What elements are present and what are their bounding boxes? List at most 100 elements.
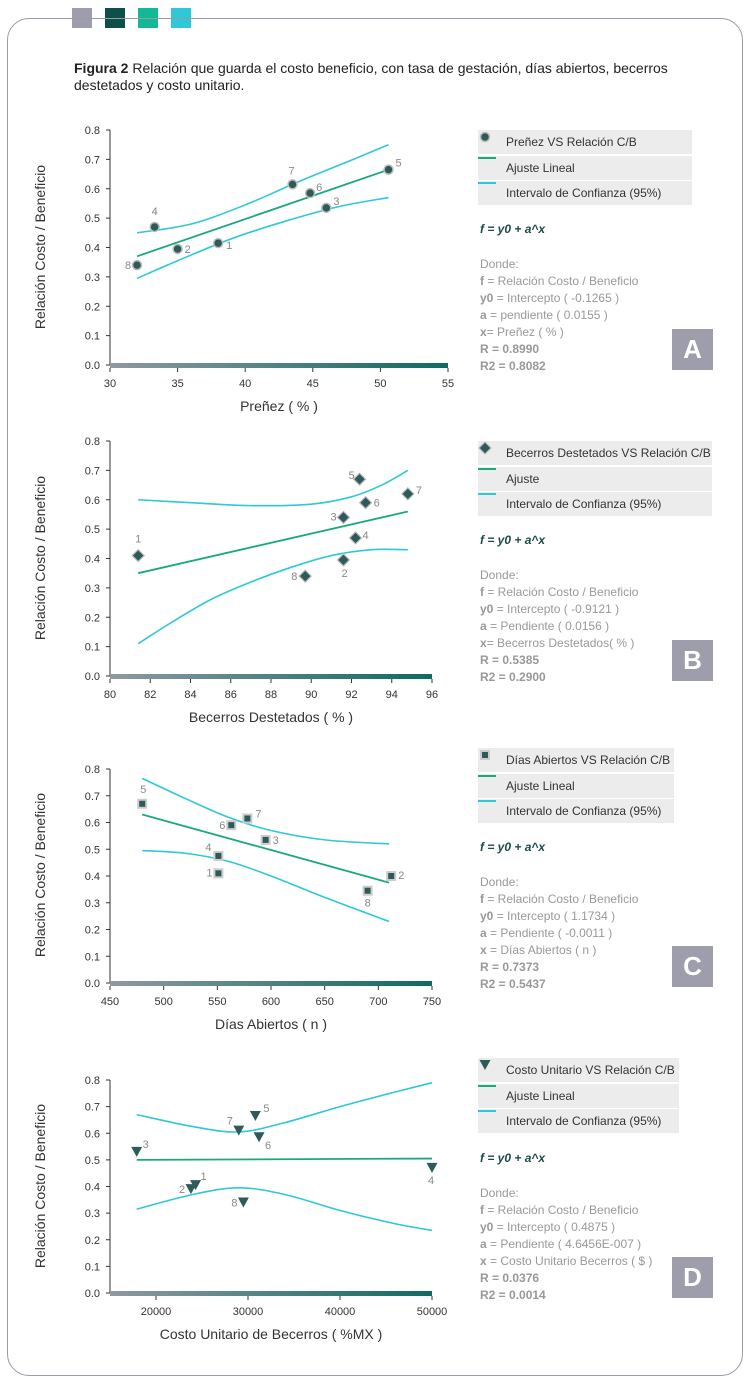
- y-tick-label: 0.5: [85, 524, 100, 536]
- point-label: 6: [374, 498, 380, 510]
- point-label: 3: [333, 196, 339, 208]
- point-label: 5: [396, 158, 402, 170]
- y-axis-title: Relación Costo / Beneficio: [32, 1103, 48, 1268]
- data-point: [401, 487, 415, 501]
- legend-label: Ajuste Lineal: [506, 160, 575, 175]
- data-point: [185, 1184, 197, 1195]
- caption-label: Figura 2: [74, 60, 129, 76]
- data-point: [213, 868, 224, 879]
- definition-row: f = Relación Costo / Beneficio: [480, 1202, 652, 1219]
- x-axis-title: Preñez ( % ): [240, 398, 318, 414]
- data-point: [383, 164, 394, 175]
- legend-label: Intervalo de Confianza (95%): [506, 497, 662, 511]
- legend-line-icon: [478, 467, 496, 470]
- legend-marker-icon: [479, 131, 491, 143]
- definition-key: x: [480, 943, 487, 957]
- y-axis-title: Relación Costo / Beneficio: [32, 792, 48, 958]
- x-tick-label: 30000: [233, 1306, 264, 1318]
- definition-row: f = Relación Costo / Beneficio: [480, 891, 638, 908]
- donde-label: Donde:: [480, 875, 519, 889]
- legend-label: Intervalo de Confianza (95%): [506, 804, 662, 818]
- definition-row: x = Costo Unitario Becerros ( $ ): [480, 1253, 652, 1270]
- ci-upper-line: [138, 469, 409, 507]
- r-value: R = 0.8990: [480, 342, 540, 356]
- r-value: R = 0.0376: [480, 1271, 540, 1285]
- definition-value: = Intercepto ( -0.9121 ): [493, 602, 620, 616]
- point-label: 2: [398, 870, 404, 882]
- legend-item: Días Abiertos VS Relación C/B: [478, 748, 674, 772]
- donde-label: Donde:: [480, 257, 519, 271]
- x-tick-label: 90: [305, 689, 317, 701]
- definition-row: y0 = Intercepto ( 0.4875 ): [480, 1219, 652, 1236]
- point-label: 2: [185, 244, 191, 256]
- y-tick-label: 0.1: [85, 642, 100, 654]
- legend-label: Ajuste Lineal: [506, 1088, 575, 1103]
- point-label: 7: [416, 485, 422, 497]
- data-point: [237, 1197, 249, 1208]
- definition-value: = Costo Unitario Becerros ( $ ): [486, 1254, 653, 1268]
- definition-key: y0: [480, 291, 494, 305]
- y-tick-label: 0.2: [85, 612, 100, 624]
- definition-key: y0: [480, 1220, 494, 1234]
- x-tick-label: 86: [225, 689, 237, 701]
- data-point: [298, 569, 313, 583]
- r2-value: R2 = 0.8082: [480, 359, 546, 373]
- y-tick-label: 0.3: [85, 272, 100, 284]
- x-tick-label: 82: [144, 689, 156, 701]
- x-axis-bar: [110, 981, 432, 986]
- data-point: [131, 1146, 143, 1157]
- x-axis-bar: [110, 363, 448, 368]
- point-label: 4: [428, 1175, 434, 1187]
- x-tick-label: 94: [386, 689, 398, 701]
- definition-row: a = Pendiente ( -0.0011 ): [480, 925, 638, 942]
- x-tick-label: 650: [315, 996, 333, 1008]
- donde-label: Donde:: [480, 1186, 519, 1200]
- x-tick-label: 45: [307, 378, 319, 390]
- legend-item: Costo Unitario VS Relación C/B: [478, 1058, 679, 1082]
- definition-value: = Relación Costo / Beneficio: [484, 1203, 639, 1217]
- x-axis-title: Becerros Destetados ( % ): [188, 709, 354, 725]
- definition-key: f: [480, 274, 484, 288]
- legend-line-icon: [478, 156, 496, 159]
- y-tick-label: 0.0: [85, 360, 100, 372]
- definition-key: f: [480, 892, 484, 906]
- y-tick-label: 0.1: [85, 951, 100, 963]
- x-tick-label: 700: [369, 996, 387, 1008]
- point-label: 7: [289, 165, 295, 177]
- y-tick-label: 0.7: [85, 154, 100, 166]
- definition-value: = Becerros Destetados( % ): [486, 636, 635, 650]
- point-label: 3: [330, 511, 336, 523]
- definition-value: = pendiente ( 0.0155 ): [486, 308, 608, 322]
- point-label: 2: [341, 568, 347, 580]
- data-point-core: [244, 815, 251, 822]
- formula: f = y0 + a^x: [480, 1151, 546, 1165]
- point-label: 6: [219, 820, 225, 832]
- y-tick-label: 0.0: [85, 671, 100, 683]
- model-info: f = y0 + a^x Donde: f = Relación Costo / B…: [480, 532, 638, 686]
- data-point: [249, 1110, 261, 1121]
- data-point: [426, 1162, 438, 1173]
- legend-label: Becerros Destetados VS Relación C/B: [506, 446, 711, 460]
- definition-value: = Relación Costo / Beneficio: [484, 274, 639, 288]
- x-tick-label: 50: [374, 378, 386, 390]
- r2-value: R2 = 0.5437: [480, 977, 546, 991]
- x-tick-label: 20000: [141, 1306, 172, 1318]
- legend-item: Intervalo de Confianza (95%): [478, 799, 674, 823]
- definition-row: y0 = Intercepto ( -0.1265 ): [480, 290, 638, 307]
- r2-value: R2 = 0.0014: [480, 1288, 546, 1302]
- definition-key: a: [480, 308, 487, 322]
- legend-item: Ajuste: [478, 466, 712, 491]
- data-point: [226, 820, 237, 831]
- definition-row: x= Preñez ( % ): [480, 324, 638, 341]
- data-point: [137, 798, 148, 809]
- legend-item: Intervalo de Confianza (95%): [478, 181, 692, 205]
- legend-marker-icon: [480, 750, 490, 760]
- point-label: 1: [135, 534, 141, 546]
- legend-line-icon: [478, 1084, 496, 1087]
- data-point: [213, 850, 224, 861]
- x-tick-label: 450: [101, 996, 119, 1008]
- definition-key: a: [480, 1237, 487, 1251]
- y-tick-label: 0.8: [85, 125, 100, 137]
- definition-value: = Intercepto ( 0.4875 ): [493, 1220, 616, 1234]
- legend-label: Costo Unitario VS Relación C/B: [506, 1063, 675, 1077]
